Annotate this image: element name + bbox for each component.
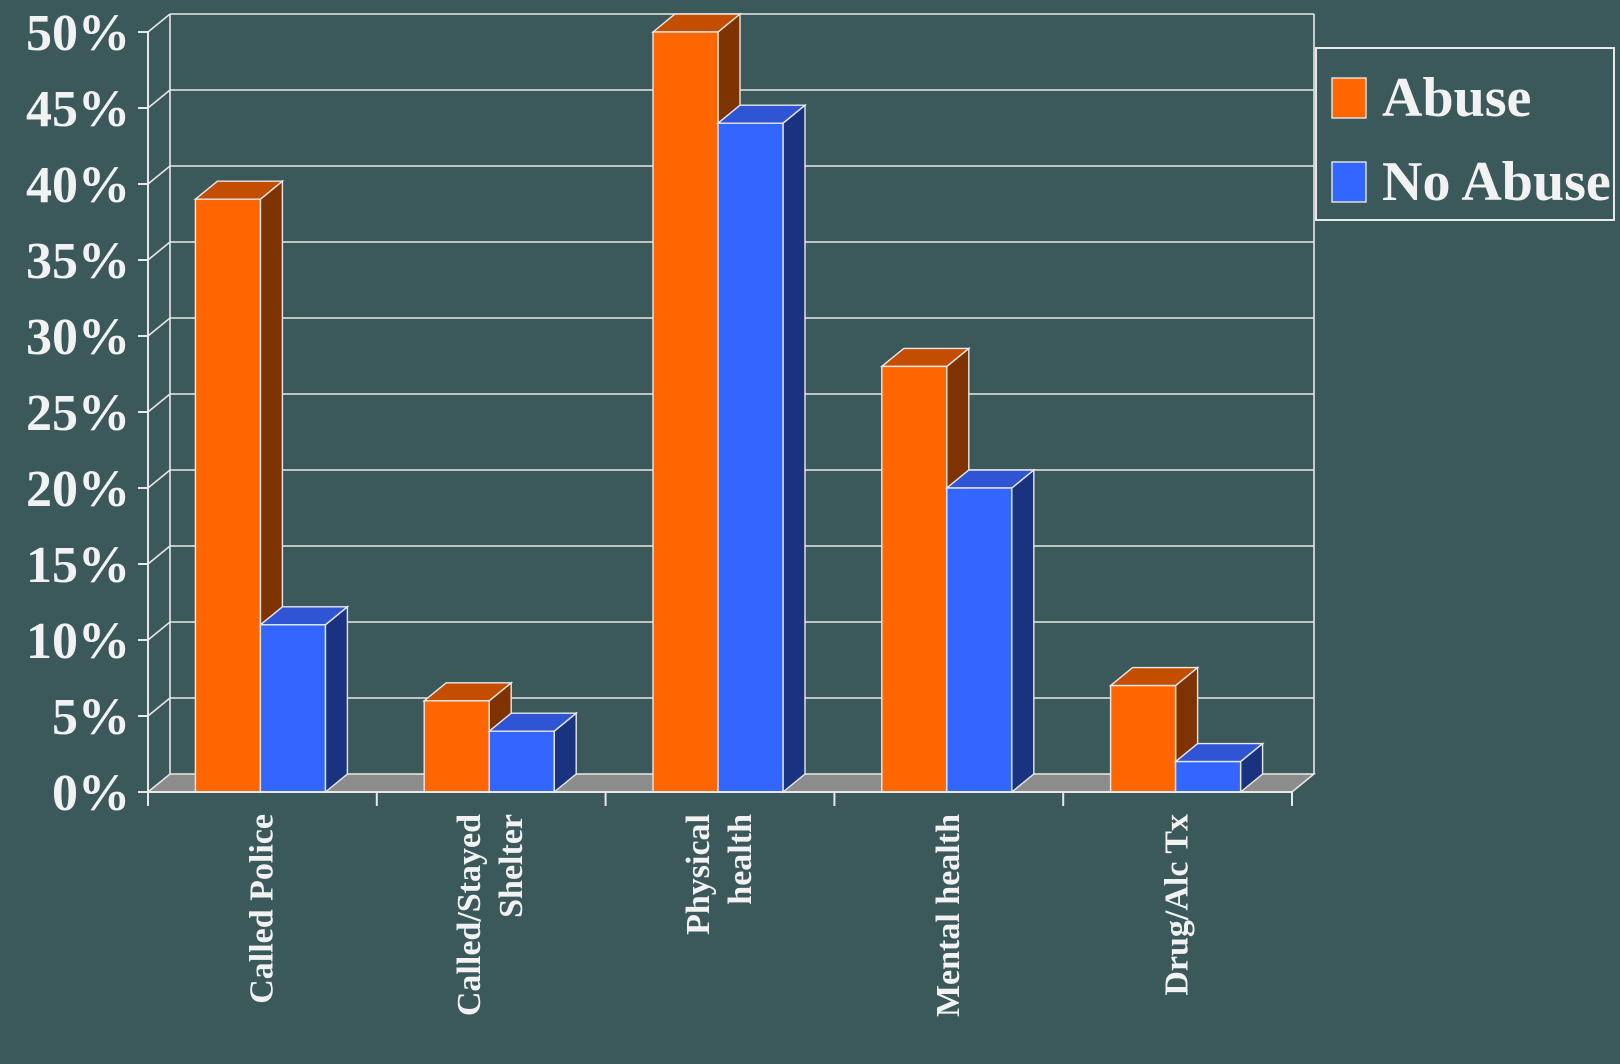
y-tick-label: 35% — [26, 233, 130, 290]
legend: Abuse No Abuse — [1315, 47, 1615, 221]
bar-front — [423, 700, 490, 793]
bar-no-abuse — [258, 605, 350, 794]
gridline-side — [147, 545, 171, 565]
bar-front — [717, 122, 784, 793]
gridline-side — [147, 165, 171, 185]
bar-no-abuse — [487, 711, 579, 794]
legend-swatch — [1331, 77, 1367, 119]
legend-box — [1315, 47, 1615, 221]
y-tick-label: 30% — [26, 309, 130, 366]
bar-no-abuse — [1173, 742, 1265, 794]
x-category-label: Drug/Alc Tx — [1159, 814, 1196, 996]
bar-front — [194, 198, 262, 793]
x-category-label: Shelter — [493, 814, 530, 918]
bar-no-abuse — [944, 468, 1036, 794]
y-tick-label: 45% — [26, 81, 130, 138]
legend-label: Abuse — [1382, 67, 1531, 129]
x-category-label: health — [722, 814, 759, 905]
bar-front — [881, 365, 948, 793]
bar-side — [324, 605, 349, 794]
bar-side — [1011, 468, 1035, 794]
y-tick-label: 0% — [52, 765, 130, 822]
legend-swatch — [1331, 161, 1367, 203]
y-tick-label: 15% — [26, 537, 130, 594]
bar-front — [1109, 684, 1177, 793]
gridline-side — [147, 393, 171, 413]
legend-label: No Abuse — [1382, 151, 1611, 213]
x-category-label: Called/Stayed — [451, 814, 488, 1016]
y-tick-label: 25% — [26, 385, 130, 442]
gridline-side — [147, 89, 171, 109]
bar-front — [259, 624, 327, 793]
y-tick-label: 50% — [26, 5, 130, 62]
bar-front — [946, 487, 1013, 793]
y-tick-label: 20% — [26, 461, 130, 518]
gridline-side — [147, 13, 171, 33]
gridline-side — [147, 469, 171, 489]
gridline-side — [147, 317, 171, 337]
bars-layer — [193, 12, 1265, 794]
axis-layer: 0% 5% 10% 15% 20% 25% 30% 35% 40% 45% 50% Called Po… — [26, 5, 1293, 1017]
y-tick-label: 10% — [26, 613, 130, 670]
bar-front — [652, 31, 719, 793]
x-category-label: Mental health — [930, 814, 967, 1017]
bar-front — [1174, 760, 1242, 793]
gridline-side — [147, 241, 171, 261]
y-tick-label: 5% — [52, 689, 130, 746]
x-category-label: Called Police — [243, 814, 280, 1004]
bar-side — [782, 103, 806, 794]
x-category-label: Physical — [680, 814, 717, 935]
gridline-side — [147, 621, 171, 641]
gridline-side — [147, 697, 171, 717]
bar-front — [488, 730, 555, 793]
y-tick-label: 40% — [26, 157, 130, 214]
bar-no-abuse — [716, 103, 807, 794]
